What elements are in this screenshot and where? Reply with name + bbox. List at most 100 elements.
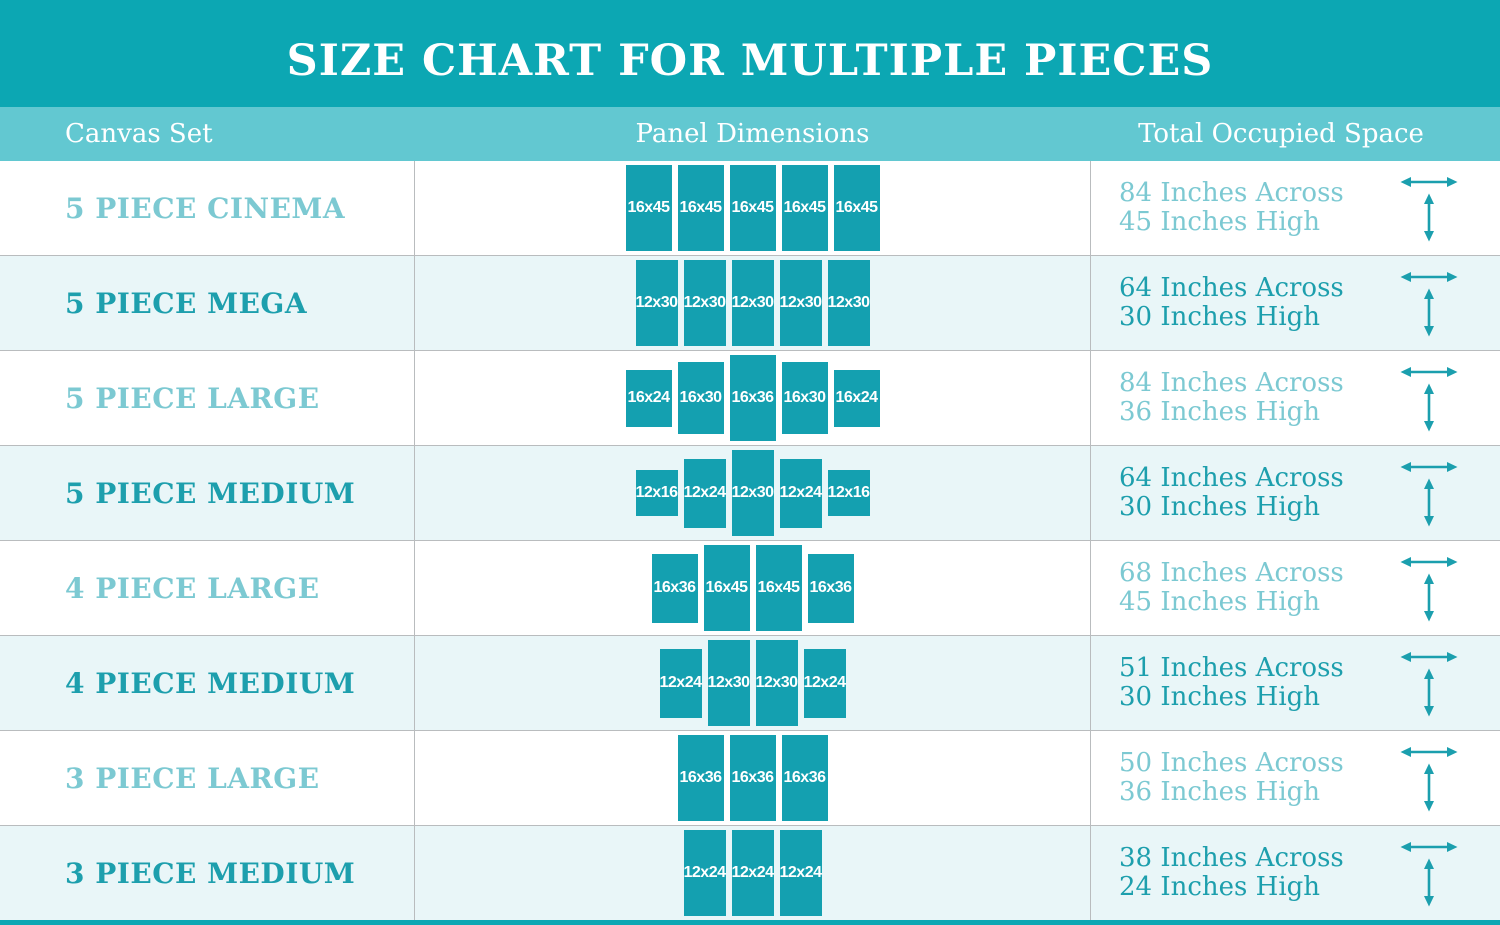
- row-label: 3 PIECE LARGE: [65, 761, 320, 795]
- panel-size-label: 16x45: [757, 579, 801, 596]
- panel-box: 12x30: [683, 260, 727, 346]
- panel-size-label: 12x24: [683, 484, 727, 501]
- dimension-across: 64 Inches Across: [1119, 273, 1344, 303]
- dimension-across: 68 Inches Across: [1119, 558, 1344, 588]
- panel-box: 12x24: [659, 648, 703, 718]
- panel-size-label: 16x30: [783, 389, 827, 406]
- occupied-space-text: 68 Inches Across 45 Inches High: [1119, 559, 1400, 617]
- panel-dimensions-cell: 12x16 12x24 12x30 12x24 12x16: [415, 446, 1090, 540]
- canvas-set-cell: 5 PIECE MEGA: [0, 256, 415, 350]
- panel-box: 16x36: [677, 735, 724, 821]
- dimension-high: 36 Inches High: [1119, 777, 1321, 807]
- height-arrow-icon: [1424, 573, 1434, 622]
- table-row: 4 PIECE LARGE 16x36 16x45 16x45 16x36 68 In…: [0, 540, 1500, 635]
- column-header-total-space: Total Occupied Space: [1138, 119, 1424, 149]
- total-space-cell: 68 Inches Across 45 Inches High: [1090, 541, 1500, 635]
- row-label: 4 PIECE MEDIUM: [65, 666, 356, 700]
- total-space-cell: 64 Inches Across 30 Inches High: [1090, 256, 1500, 350]
- column-header-panel-dimensions: Panel Dimensions: [635, 119, 870, 149]
- height-arrow-icon: [1424, 288, 1434, 337]
- width-arrow-icon: [1400, 462, 1458, 472]
- panel-box: 12x24: [683, 830, 727, 916]
- panel-dimensions-cell: 16x45 16x45 16x45 16x45 16x45: [415, 161, 1090, 255]
- dimension-arrows: [1400, 652, 1458, 717]
- panel-size-label: 12x30: [755, 674, 799, 691]
- panel-box: 12x24: [683, 458, 727, 528]
- title-bar: SIZE CHART FOR MULTIPLE PIECES: [0, 0, 1500, 107]
- row-label: 5 PIECE MEGA: [65, 286, 308, 320]
- panel-box: 16x45: [677, 165, 724, 251]
- panel-box: 12x30: [635, 260, 679, 346]
- panel-box: 16x36: [651, 553, 698, 623]
- row-label: 5 PIECE CINEMA: [65, 191, 346, 225]
- panel-box: 16x24: [625, 369, 672, 427]
- panel-size-label: 16x36: [731, 769, 775, 786]
- panel-size-label: 16x36: [809, 579, 853, 596]
- panel-size-label: 12x30: [635, 294, 679, 311]
- panel-size-label: 12x24: [659, 674, 703, 691]
- width-arrow-icon: [1400, 557, 1458, 567]
- panel-size-label: 16x45: [627, 199, 671, 216]
- panel-size-label: 16x36: [783, 769, 827, 786]
- dimension-high: 45 Inches High: [1119, 207, 1321, 237]
- occupied-space-text: 84 Inches Across 45 Inches High: [1119, 179, 1400, 237]
- panel-size-label: 12x24: [683, 864, 727, 881]
- table-row: 5 PIECE MEGA 12x30 12x30 12x30 12x30 12x30 6…: [0, 255, 1500, 350]
- dimension-high: 36 Inches High: [1119, 397, 1321, 427]
- panel-size-label: 16x36: [731, 389, 775, 406]
- height-arrow-icon: [1424, 383, 1434, 432]
- canvas-set-cell: 5 PIECE MEDIUM: [0, 446, 415, 540]
- panel-size-label: 12x24: [779, 864, 823, 881]
- total-space-cell: 38 Inches Across 24 Inches High: [1090, 826, 1500, 920]
- panel-box: 12x30: [779, 260, 823, 346]
- width-arrow-icon: [1400, 652, 1458, 662]
- panel-size-label: 16x45: [783, 199, 827, 216]
- dimension-arrows: [1400, 462, 1458, 527]
- total-space-cell: 84 Inches Across 36 Inches High: [1090, 351, 1500, 445]
- canvas-set-cell: 3 PIECE MEDIUM: [0, 826, 415, 920]
- total-space-cell: 50 Inches Across 36 Inches High: [1090, 731, 1500, 825]
- panel-size-label: 16x45: [835, 199, 879, 216]
- panel-box: 16x45: [625, 165, 672, 251]
- panel-size-label: 16x45: [731, 199, 775, 216]
- panel-size-label: 12x24: [779, 484, 823, 501]
- panel-box: 16x24: [833, 369, 880, 427]
- panel-box: 12x24: [731, 830, 775, 916]
- panel-size-label: 12x30: [683, 294, 727, 311]
- panel-box: 16x36: [781, 735, 828, 821]
- table-row: 5 PIECE MEDIUM 12x16 12x24 12x30 12x24 12x16…: [0, 445, 1500, 540]
- panel-dimensions-cell: 16x24 16x30 16x36 16x30 16x24: [415, 351, 1090, 445]
- row-label: 5 PIECE LARGE: [65, 381, 320, 415]
- height-arrow-icon: [1424, 858, 1434, 907]
- panel-size-label: 12x24: [731, 864, 775, 881]
- width-arrow-icon: [1400, 272, 1458, 282]
- occupied-space-text: 50 Inches Across 36 Inches High: [1119, 749, 1400, 807]
- panel-box: 12x30: [731, 450, 774, 536]
- dimension-across: 84 Inches Across: [1119, 178, 1344, 208]
- page-title: SIZE CHART FOR MULTIPLE PIECES: [286, 35, 1214, 86]
- panel-size-label: 16x45: [679, 199, 723, 216]
- dimension-arrows: [1400, 842, 1458, 907]
- dimension-arrows: [1400, 747, 1458, 812]
- panel-size-label: 12x30: [779, 294, 823, 311]
- table-row: 3 PIECE MEDIUM 12x24 12x24 12x24 38 Inches…: [0, 825, 1500, 920]
- panel-box: 12x24: [803, 648, 846, 718]
- panel-box: 12x30: [707, 640, 751, 726]
- width-arrow-icon: [1400, 177, 1458, 187]
- dimension-across: 84 Inches Across: [1119, 368, 1344, 398]
- panel-box: 16x45: [833, 165, 880, 251]
- row-label: 3 PIECE MEDIUM: [65, 856, 356, 890]
- dimension-arrows: [1400, 557, 1458, 622]
- panel-size-label: 12x30: [707, 674, 751, 691]
- dimension-high: 45 Inches High: [1119, 587, 1321, 617]
- width-arrow-icon: [1400, 367, 1458, 377]
- height-arrow-icon: [1424, 763, 1434, 812]
- panel-size-label: 16x36: [653, 579, 697, 596]
- table-body: 5 PIECE CINEMA 16x45 16x45 16x45 16x45 16x45…: [0, 161, 1500, 925]
- panel-box: 12x16: [635, 470, 678, 516]
- height-arrow-icon: [1424, 193, 1434, 242]
- panel-dimensions-cell: 12x24 12x24 12x24: [415, 826, 1090, 920]
- panel-box: 12x30: [731, 260, 774, 346]
- column-headers: Canvas Set Panel Dimensions Total Occupi…: [0, 107, 1500, 161]
